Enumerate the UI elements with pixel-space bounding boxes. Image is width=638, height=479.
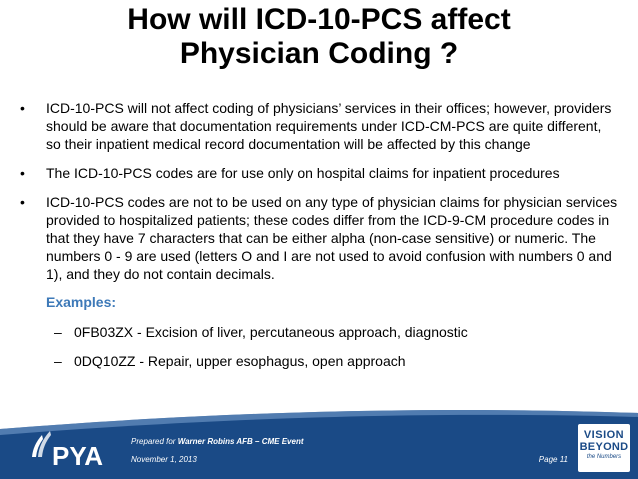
vision-beyond-badge: VISION BEYOND the Numbers xyxy=(578,424,630,472)
example-text: 0DQ10ZZ - Repair, upper esophagus, open … xyxy=(74,353,406,369)
bullet-text: The ICD-10-PCS codes are for use only on… xyxy=(46,165,560,181)
slide-title-line-1: How will ICD-10-PCS affect xyxy=(127,3,511,36)
example-dash: – xyxy=(54,353,62,369)
presentation-date: November 1, 2013 xyxy=(131,455,197,464)
logo-text: PYA xyxy=(52,441,103,471)
prepared-for-line: Prepared for Warner Robins AFB – CME Eve… xyxy=(131,437,304,447)
example-item: – 0DQ10ZZ - Repair, upper esophagus, ope… xyxy=(20,352,620,370)
prepared-for-event: Warner Robins AFB – CME Event xyxy=(177,437,304,446)
footer-swoosh-graphic xyxy=(0,407,638,435)
slide-title: How will ICD-10-PCS affect Physician Cod… xyxy=(20,3,618,71)
badge-line-1: VISION xyxy=(583,429,625,441)
bullet-text: ICD-10-PCS codes are not to be used on a… xyxy=(46,194,618,282)
page-number: Page 11 xyxy=(538,455,568,464)
badge-line-3: the Numbers xyxy=(586,454,622,460)
prepared-prefix: Prepared for xyxy=(131,437,178,446)
bullet-item: • ICD-10-PCS will not affect coding of p… xyxy=(20,99,620,153)
pya-logo-icon: PYA xyxy=(32,431,103,471)
bullet-item: • The ICD-10-PCS codes are for use only … xyxy=(20,164,620,182)
bullet-dot: • xyxy=(20,165,25,181)
bullet-dot: • xyxy=(20,194,25,210)
bullet-dot: • xyxy=(20,100,25,116)
slide-content: • ICD-10-PCS will not affect coding of p… xyxy=(20,99,620,381)
example-text: 0FB03ZX - Excision of liver, percutaneou… xyxy=(74,324,468,340)
example-dash: – xyxy=(54,324,62,340)
slide-footer: PYA xyxy=(0,407,638,479)
examples-heading: Examples: xyxy=(46,294,117,310)
bullet-item: • ICD-10-PCS codes are not to be used on… xyxy=(20,193,620,283)
bullet-text: ICD-10-PCS will not affect coding of phy… xyxy=(46,100,612,152)
example-item: – 0FB03ZX - Excision of liver, percutane… xyxy=(20,323,620,341)
badge-line-2: BEYOND xyxy=(579,441,629,453)
slide-title-line-2: Physician Coding ? xyxy=(179,37,459,70)
